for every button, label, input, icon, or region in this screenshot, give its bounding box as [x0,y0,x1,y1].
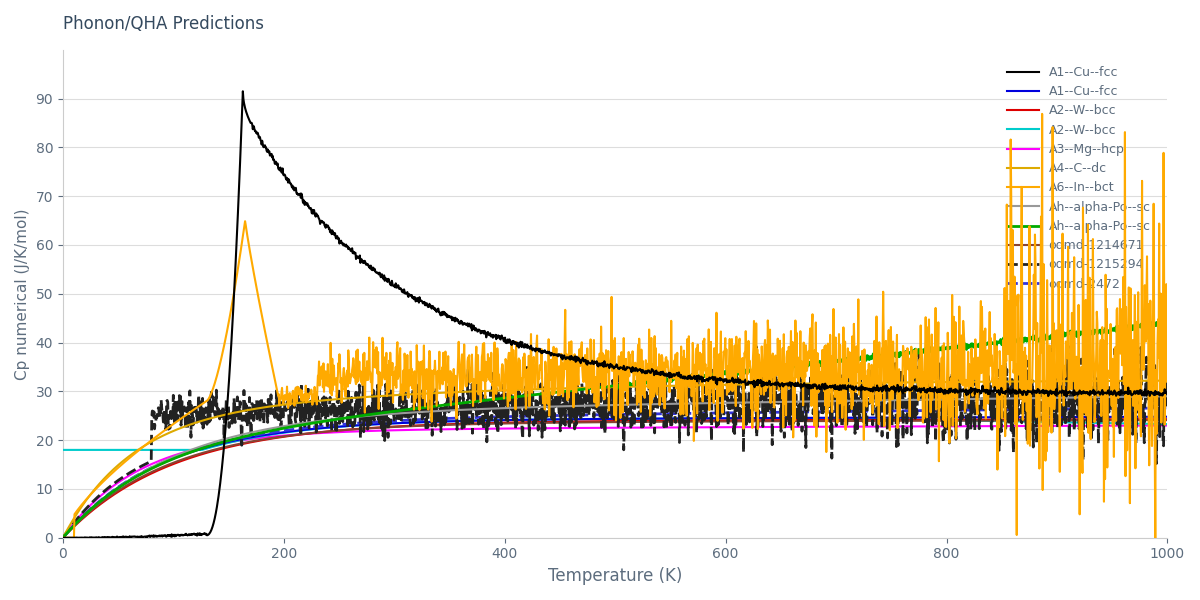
Y-axis label: Cp numerical (J/K/mol): Cp numerical (J/K/mol) [16,208,30,380]
Legend: A1--Cu--fcc, A1--Cu--fcc, A2--W--bcc, A2--W--bcc, A3--Mg--hcp, A4--C--dc, A6--In: A1--Cu--fcc, A1--Cu--fcc, A2--W--bcc, A2… [1002,61,1156,296]
X-axis label: Temperature (K): Temperature (K) [548,567,683,585]
Text: Phonon/QHA Predictions: Phonon/QHA Predictions [62,15,264,33]
